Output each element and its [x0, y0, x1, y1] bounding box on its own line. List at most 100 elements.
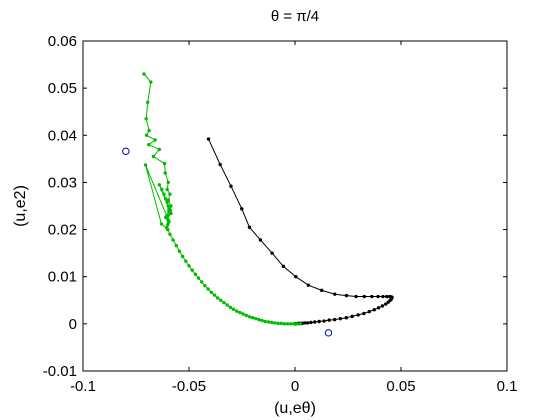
data-point	[282, 322, 287, 326]
data-point	[144, 117, 148, 121]
data-point	[333, 292, 337, 296]
data-point	[163, 197, 168, 201]
data-point	[370, 294, 374, 299]
data-point	[381, 294, 385, 299]
data-point	[327, 318, 331, 322]
data-point	[143, 163, 148, 167]
data-point	[168, 192, 172, 196]
data-point	[228, 305, 233, 310]
data-point	[167, 219, 171, 223]
data-point	[289, 322, 293, 326]
data-point	[257, 317, 261, 322]
data-point	[367, 309, 371, 314]
data-point	[231, 307, 236, 311]
data-point	[166, 213, 170, 218]
data-point	[292, 322, 296, 326]
data-point	[184, 259, 188, 263]
data-point	[305, 321, 310, 325]
plot-area	[82, 40, 508, 372]
y-tick-label: -0.01	[43, 363, 77, 380]
y-tick-label: 0	[69, 316, 77, 333]
data-point	[313, 320, 317, 324]
data-point	[157, 147, 162, 152]
data-point	[344, 316, 349, 320]
data-point	[215, 296, 220, 300]
series-2	[122, 147, 333, 337]
data-point	[302, 321, 307, 325]
data-point	[281, 264, 286, 269]
data-point	[384, 302, 388, 306]
data-point	[238, 310, 242, 315]
data-point	[147, 128, 151, 133]
data-point	[229, 184, 233, 188]
data-point	[285, 322, 290, 326]
data-point	[263, 319, 268, 324]
data-point	[169, 204, 173, 208]
data-point	[258, 238, 263, 242]
data-point	[241, 312, 245, 316]
data-point	[279, 321, 283, 326]
chart-title: θ = π/4	[271, 8, 319, 25]
y-tick-label: 0.01	[48, 269, 77, 286]
data-point	[306, 283, 311, 287]
data-point	[165, 200, 169, 204]
data-point	[320, 288, 324, 293]
data-point	[163, 215, 168, 220]
data-point	[166, 227, 170, 232]
data-point	[362, 311, 366, 316]
x-tick-label: -0.1	[70, 378, 96, 395]
data-point	[157, 183, 162, 187]
x-axis-ticks: -0.1 -0.05 0 0.05 0.1	[70, 41, 517, 395]
data-point	[356, 313, 360, 317]
data-point	[177, 249, 182, 253]
data-point	[159, 222, 164, 226]
data-point	[250, 316, 255, 320]
y-axis-label: (u,e2)	[12, 185, 29, 227]
data-point	[372, 308, 376, 312]
data-point	[167, 209, 171, 213]
data-point	[276, 321, 280, 326]
data-point	[166, 223, 170, 227]
data-point	[332, 317, 337, 322]
data-point	[190, 268, 194, 272]
data-point	[350, 314, 354, 319]
data-point	[376, 306, 381, 310]
data-point	[180, 254, 185, 259]
data-point	[145, 100, 150, 104]
x-tick-label: 0	[291, 378, 299, 395]
data-point	[247, 225, 252, 229]
series-1	[142, 72, 302, 326]
data-point	[200, 280, 204, 284]
data-point	[147, 143, 151, 147]
data-point	[171, 238, 175, 242]
data-point	[240, 207, 244, 211]
data-point	[273, 321, 277, 325]
data-point	[196, 276, 201, 280]
data-point	[235, 309, 239, 313]
data-point	[160, 187, 164, 192]
data-point	[324, 329, 333, 337]
y-tick-label: 0.03	[48, 174, 77, 191]
data-point	[270, 251, 274, 255]
data-point	[344, 293, 349, 298]
data-point	[165, 187, 169, 192]
data-point	[144, 133, 149, 137]
data-point	[174, 243, 178, 248]
data-point	[212, 293, 217, 297]
data-point	[206, 287, 210, 291]
data-point	[362, 294, 367, 299]
data-point	[166, 204, 170, 208]
data-point	[142, 72, 146, 76]
y-tick-label: 0.05	[48, 80, 77, 97]
y-tick-label: 0.02	[48, 222, 77, 239]
data-point	[322, 319, 326, 323]
data-point	[151, 154, 156, 159]
data-point	[380, 304, 385, 308]
data-point	[209, 290, 213, 294]
data-point	[294, 275, 298, 279]
x-tick-label: -0.05	[172, 378, 206, 395]
data-point	[225, 303, 229, 307]
x-tick-label: 0.1	[497, 378, 518, 395]
data-point	[338, 316, 343, 321]
